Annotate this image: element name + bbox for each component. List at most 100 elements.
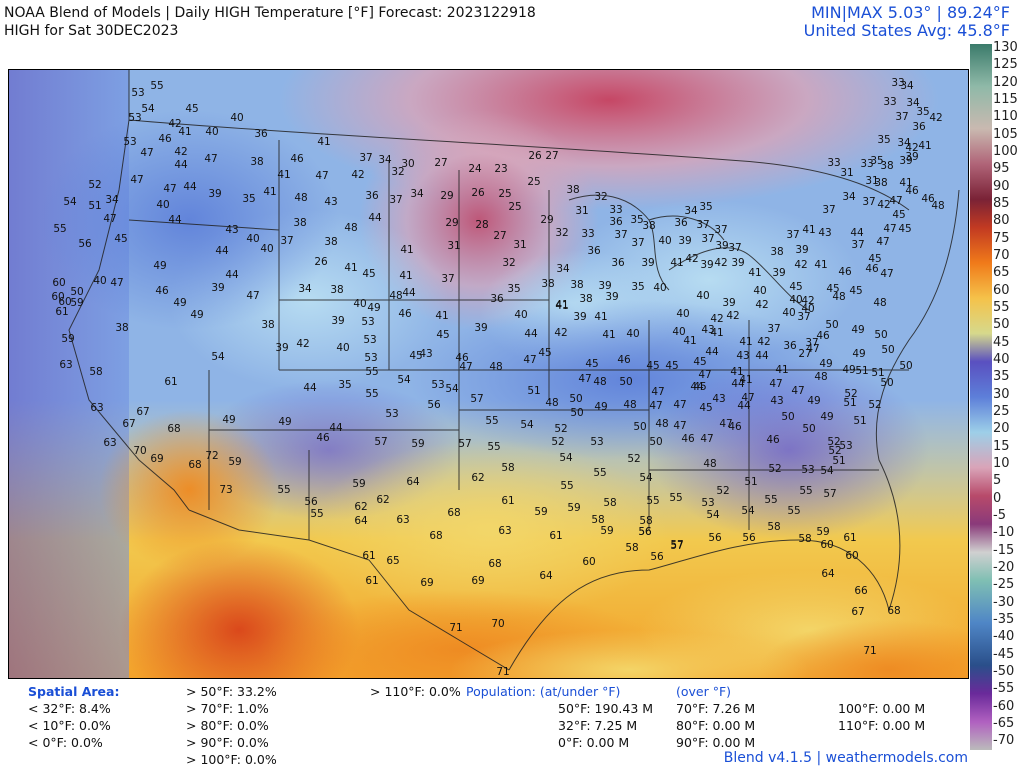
temperature-label: 26 — [471, 187, 485, 199]
temperature-label: 41 — [178, 126, 191, 138]
temperature-label: 25 — [527, 176, 540, 188]
temperature-label: 48 — [655, 418, 668, 430]
temperature-label: 46 — [865, 263, 879, 275]
map-title: NOAA Blend of Models | Daily HIGH Temper… — [4, 4, 536, 40]
temperature-label: 48 — [931, 200, 944, 212]
spatial-area-left: < 32°F: 8.4% < 10°F: 0.0% < 0°F: 0.0% — [28, 700, 111, 751]
colorbar-tick-label: 60 — [993, 282, 1010, 298]
temperature-label: 42 — [726, 310, 739, 322]
temperature-label: 55 — [593, 467, 606, 479]
temperature-label: 44 — [731, 378, 745, 390]
temperature-label: 54 — [141, 103, 155, 115]
temperature-label: 39 — [641, 257, 654, 269]
temperature-label: 44 — [168, 214, 182, 226]
colorbar-tick-label: 70 — [993, 247, 1010, 263]
temperature-label: 47 — [700, 433, 713, 445]
temperature-label: 55 — [764, 494, 777, 506]
temperature-label: 62 — [471, 472, 484, 484]
temperature-label: 36 — [783, 340, 797, 352]
temperature-label: 60 — [582, 556, 595, 568]
temperature-label: 35 — [870, 155, 883, 167]
temperature-label: 34 — [684, 205, 698, 217]
temperature-label: 46 — [728, 421, 742, 433]
temperature-label: 47 — [673, 420, 686, 432]
temperature-label: 48 — [489, 361, 502, 373]
temperature-label: 33 — [827, 157, 840, 169]
temperature-label: 64 — [406, 476, 420, 488]
temperature-label: 41 — [670, 257, 683, 269]
temperature-label: 39 — [211, 282, 224, 294]
temperature-label: 52 — [868, 399, 881, 411]
temperature-label: 45 — [699, 402, 712, 414]
temperature-label: 46 — [838, 266, 852, 278]
temperature-label: 55 — [646, 495, 659, 507]
temperature-label: 71 — [496, 666, 509, 678]
temperature-label: 59 — [567, 502, 580, 514]
temperature-label: 35 — [916, 106, 929, 118]
temperature-label: 43 — [225, 224, 238, 236]
colorbar-tick-label: 95 — [993, 161, 1010, 177]
temperature-label: 48 — [623, 399, 636, 411]
temperature-label: 46 — [455, 352, 469, 364]
temperature-label: 40 — [782, 307, 795, 319]
temperature-label: 41 — [594, 311, 607, 323]
temperature-label: 35 — [699, 201, 712, 213]
temperature-label: 52 — [551, 436, 564, 448]
temperature-label: 44 — [850, 227, 864, 239]
population-item: 32°F: 7.25 M — [558, 718, 638, 733]
temperature-label: 58 — [501, 462, 514, 474]
temperature-label: 40 — [753, 285, 766, 297]
temperature-label: 68 — [429, 530, 442, 542]
temperature-label: 37 — [701, 233, 714, 245]
spatial-area-mid: > 50°F: 33.2% > 70°F: 1.0% > 80°F: 0.0% … — [186, 683, 277, 768]
temperature-label: 52 — [627, 453, 640, 465]
temperature-label: 32 — [502, 257, 515, 269]
temperature-label: 58 — [639, 515, 652, 527]
temperature-label: 58 — [767, 521, 780, 533]
temperature-label: 55 — [365, 388, 378, 400]
temperature-label: 37 — [895, 111, 908, 123]
spatial-area-item: < 32°F: 8.4% — [28, 701, 111, 716]
temperature-label: 37 — [797, 311, 810, 323]
temperature-label: 27 — [798, 348, 811, 360]
temperature-label: 35 — [877, 134, 890, 146]
temperature-label: 43 — [701, 324, 714, 336]
temperature-label: 37 — [359, 152, 372, 164]
temperature-label: 41 — [344, 262, 357, 274]
temperature-label: 67 — [136, 406, 149, 418]
temperature-label: 54 — [445, 383, 459, 395]
temperature-label: 34 — [378, 154, 392, 166]
temperature-label: 54 — [397, 374, 411, 386]
temperature-label: 67 — [122, 418, 135, 430]
temperature-label: 52 — [716, 485, 729, 497]
colorbar-tick-label: 65 — [993, 265, 1010, 281]
temperature-label: 55 — [53, 223, 66, 235]
temperature-label: 73 — [219, 484, 232, 496]
temperature-label: 70 — [133, 445, 146, 457]
colorbar-tick-label: 75 — [993, 230, 1010, 246]
temperature-label: 44 — [368, 212, 382, 224]
temperature-label: 47 — [673, 399, 686, 411]
temperature-label: 44 — [329, 422, 343, 434]
temperature-label: 44 — [303, 382, 317, 394]
temperature-label: 49 — [173, 297, 186, 309]
temperature-label: 46 — [617, 354, 631, 366]
colorbar-tick-label: -20 — [993, 559, 1015, 575]
temperature-label: 38 — [874, 177, 887, 189]
temperature-label: 47 — [246, 290, 259, 302]
temperature-label: 51 — [843, 397, 856, 409]
temperature-label: 45 — [849, 285, 862, 297]
temperature-label: 65 — [386, 555, 399, 567]
temperature-label: 42 — [757, 336, 770, 348]
temperature-label: 48 — [814, 371, 827, 383]
temperature-label: 45 — [185, 103, 198, 115]
colorbar-tick-label: -10 — [993, 525, 1015, 541]
colorbar-tick-label: -45 — [993, 646, 1015, 662]
temperature-label: 47 — [719, 418, 732, 430]
temperature-label: 31 — [575, 205, 588, 217]
temperature-label: 41 — [739, 336, 752, 348]
temperature-label: 39 — [715, 240, 728, 252]
temperature-label: 56 — [650, 551, 664, 563]
temperature-label: 49 — [851, 324, 864, 336]
temperature-label: 49 — [594, 401, 607, 413]
